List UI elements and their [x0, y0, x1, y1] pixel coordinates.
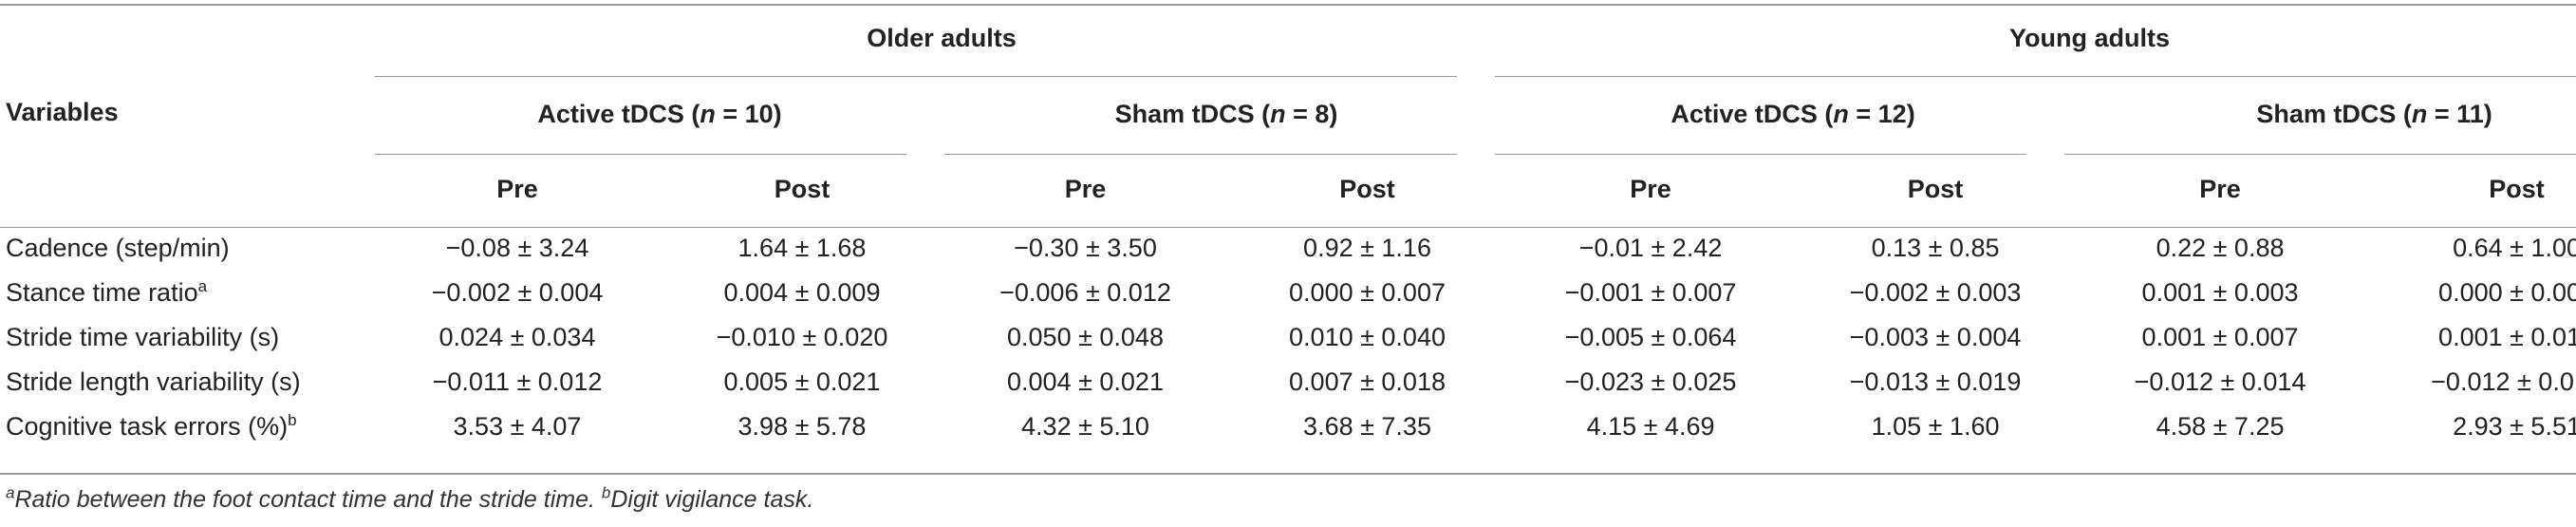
- header-spacer: [0, 76, 375, 152]
- table-row: Stance time ratioa −0.002 ± 0.004 0.004 …: [0, 271, 2576, 315]
- table-cell: 0.22 ± 0.88: [2156, 234, 2285, 262]
- table-cell: 3.53 ± 4.07: [453, 412, 582, 441]
- table-bottom-rule: [0, 473, 2576, 475]
- table-cell: −0.012 ± 0.016: [2431, 367, 2576, 396]
- table-cell: −0.003 ± 0.004: [1849, 323, 2022, 351]
- table-cell: −0.010 ± 0.020: [716, 323, 888, 351]
- condition-header-young-sham: Sham tDCS (n = 11): [2256, 99, 2492, 128]
- table-cell: −0.002 ± 0.003: [1849, 278, 2022, 307]
- table-cell: 0.024 ± 0.034: [439, 323, 596, 351]
- row-label: Stride length variability (s): [6, 367, 301, 396]
- table-cell: 0.004 ± 0.021: [1007, 367, 1164, 396]
- table-cell: 1.64 ± 1.68: [737, 234, 867, 262]
- header-spacer: [0, 0, 375, 76]
- table-cell: 4.58 ± 7.25: [2156, 412, 2285, 441]
- table-cell: 1.05 ± 1.60: [1871, 412, 2000, 441]
- table-footnote: aRatio between the foot contact time and…: [6, 483, 814, 513]
- row-label: Cognitive task errors (%)b: [6, 411, 297, 441]
- table-cell: −0.002 ± 0.004: [431, 278, 604, 307]
- table-cell: −0.006 ± 0.012: [999, 278, 1171, 307]
- older-sham-underline: [944, 154, 1457, 155]
- table-cell: 3.98 ± 5.78: [737, 412, 867, 441]
- table-cell: 0.001 ± 0.018: [2438, 323, 2576, 351]
- results-table: Older adults Young adults Active tDCS (n…: [0, 0, 2576, 449]
- older-active-underline: [375, 154, 906, 155]
- table-cell: 0.000 ± 0.002: [2438, 278, 2576, 307]
- table-cell: −0.013 ± 0.019: [1849, 367, 2022, 396]
- table-cell: 0.001 ± 0.003: [2141, 278, 2299, 307]
- table-row: Stride time variability (s) 0.024 ± 0.03…: [0, 315, 2576, 360]
- header-spacer: [0, 152, 375, 226]
- table-row: Cognitive task errors (%)b 3.53 ± 4.07 3…: [0, 405, 2576, 449]
- table-cell: −0.01 ± 2.42: [1578, 234, 1723, 262]
- timepoint-header: Pre: [1064, 174, 1107, 203]
- table-cell: 0.000 ± 0.007: [1289, 278, 1446, 307]
- timepoint-header: Post: [1907, 174, 1964, 203]
- header-separator: [0, 227, 2576, 228]
- table-cell: 0.050 ± 0.048: [1007, 323, 1164, 351]
- table-cell: −0.30 ± 3.50: [1014, 234, 1157, 262]
- table-cell: −0.005 ± 0.064: [1564, 323, 1737, 351]
- timepoint-header: Post: [774, 174, 831, 203]
- timepoint-header: Pre: [496, 174, 538, 203]
- table-cell: 0.004 ± 0.009: [723, 278, 881, 307]
- table-cell: 0.13 ± 0.85: [1871, 234, 2000, 262]
- table-cell: 3.68 ± 7.35: [1303, 412, 1431, 441]
- condition-header-young-active: Active tDCS (n = 12): [1671, 99, 1915, 128]
- timepoint-header: Pre: [1630, 174, 1671, 203]
- condition-header-older-sham: Sham tDCS (n = 8): [1114, 99, 1338, 128]
- table-cell: −0.011 ± 0.012: [432, 367, 603, 396]
- young-active-underline: [1495, 154, 2026, 155]
- condition-header-older-active: Active tDCS (n = 10): [537, 99, 782, 128]
- timepoint-header: Post: [2489, 174, 2545, 203]
- table-cell: 4.15 ± 4.69: [1586, 412, 1715, 441]
- older-adults-underline: [375, 76, 1457, 77]
- table-cell: −0.08 ± 3.24: [445, 234, 589, 262]
- young-adults-underline: [1495, 76, 2576, 77]
- table-cell: 0.010 ± 0.040: [1289, 323, 1446, 351]
- table-cell: 0.005 ± 0.021: [723, 367, 881, 396]
- table-cell: 0.92 ± 1.16: [1303, 234, 1431, 262]
- table-cell: 4.32 ± 5.10: [1021, 412, 1149, 441]
- young-sham-underline: [2064, 154, 2576, 155]
- variables-header: Variables: [6, 98, 119, 126]
- table-cell: −0.012 ± 0.014: [2134, 367, 2306, 396]
- table-top-rule: [0, 4, 2576, 6]
- table-row: Cadence (step/min) −0.08 ± 3.24 1.64 ± 1…: [0, 226, 2576, 271]
- row-label: Cadence (step/min): [6, 234, 230, 262]
- row-label: Stride time variability (s): [6, 323, 280, 351]
- group-header-young-adults: Young adults: [2009, 23, 2171, 52]
- table-cell: −0.001 ± 0.007: [1564, 278, 1737, 307]
- timepoint-header: Pre: [2199, 174, 2241, 203]
- table-cell: 0.64 ± 1.00: [2453, 234, 2576, 262]
- table-cell: 2.93 ± 5.51: [2453, 412, 2576, 441]
- row-label: Stance time ratioa: [6, 277, 208, 307]
- timepoint-header: Post: [1339, 174, 1395, 203]
- group-header-older-adults: Older adults: [867, 23, 1017, 52]
- table-cell: 0.007 ± 0.018: [1289, 367, 1446, 396]
- table-row: Stride length variability (s) −0.011 ± 0…: [0, 360, 2576, 405]
- table-cell: −0.023 ± 0.025: [1564, 367, 1737, 396]
- table-cell: 0.001 ± 0.007: [2141, 323, 2299, 351]
